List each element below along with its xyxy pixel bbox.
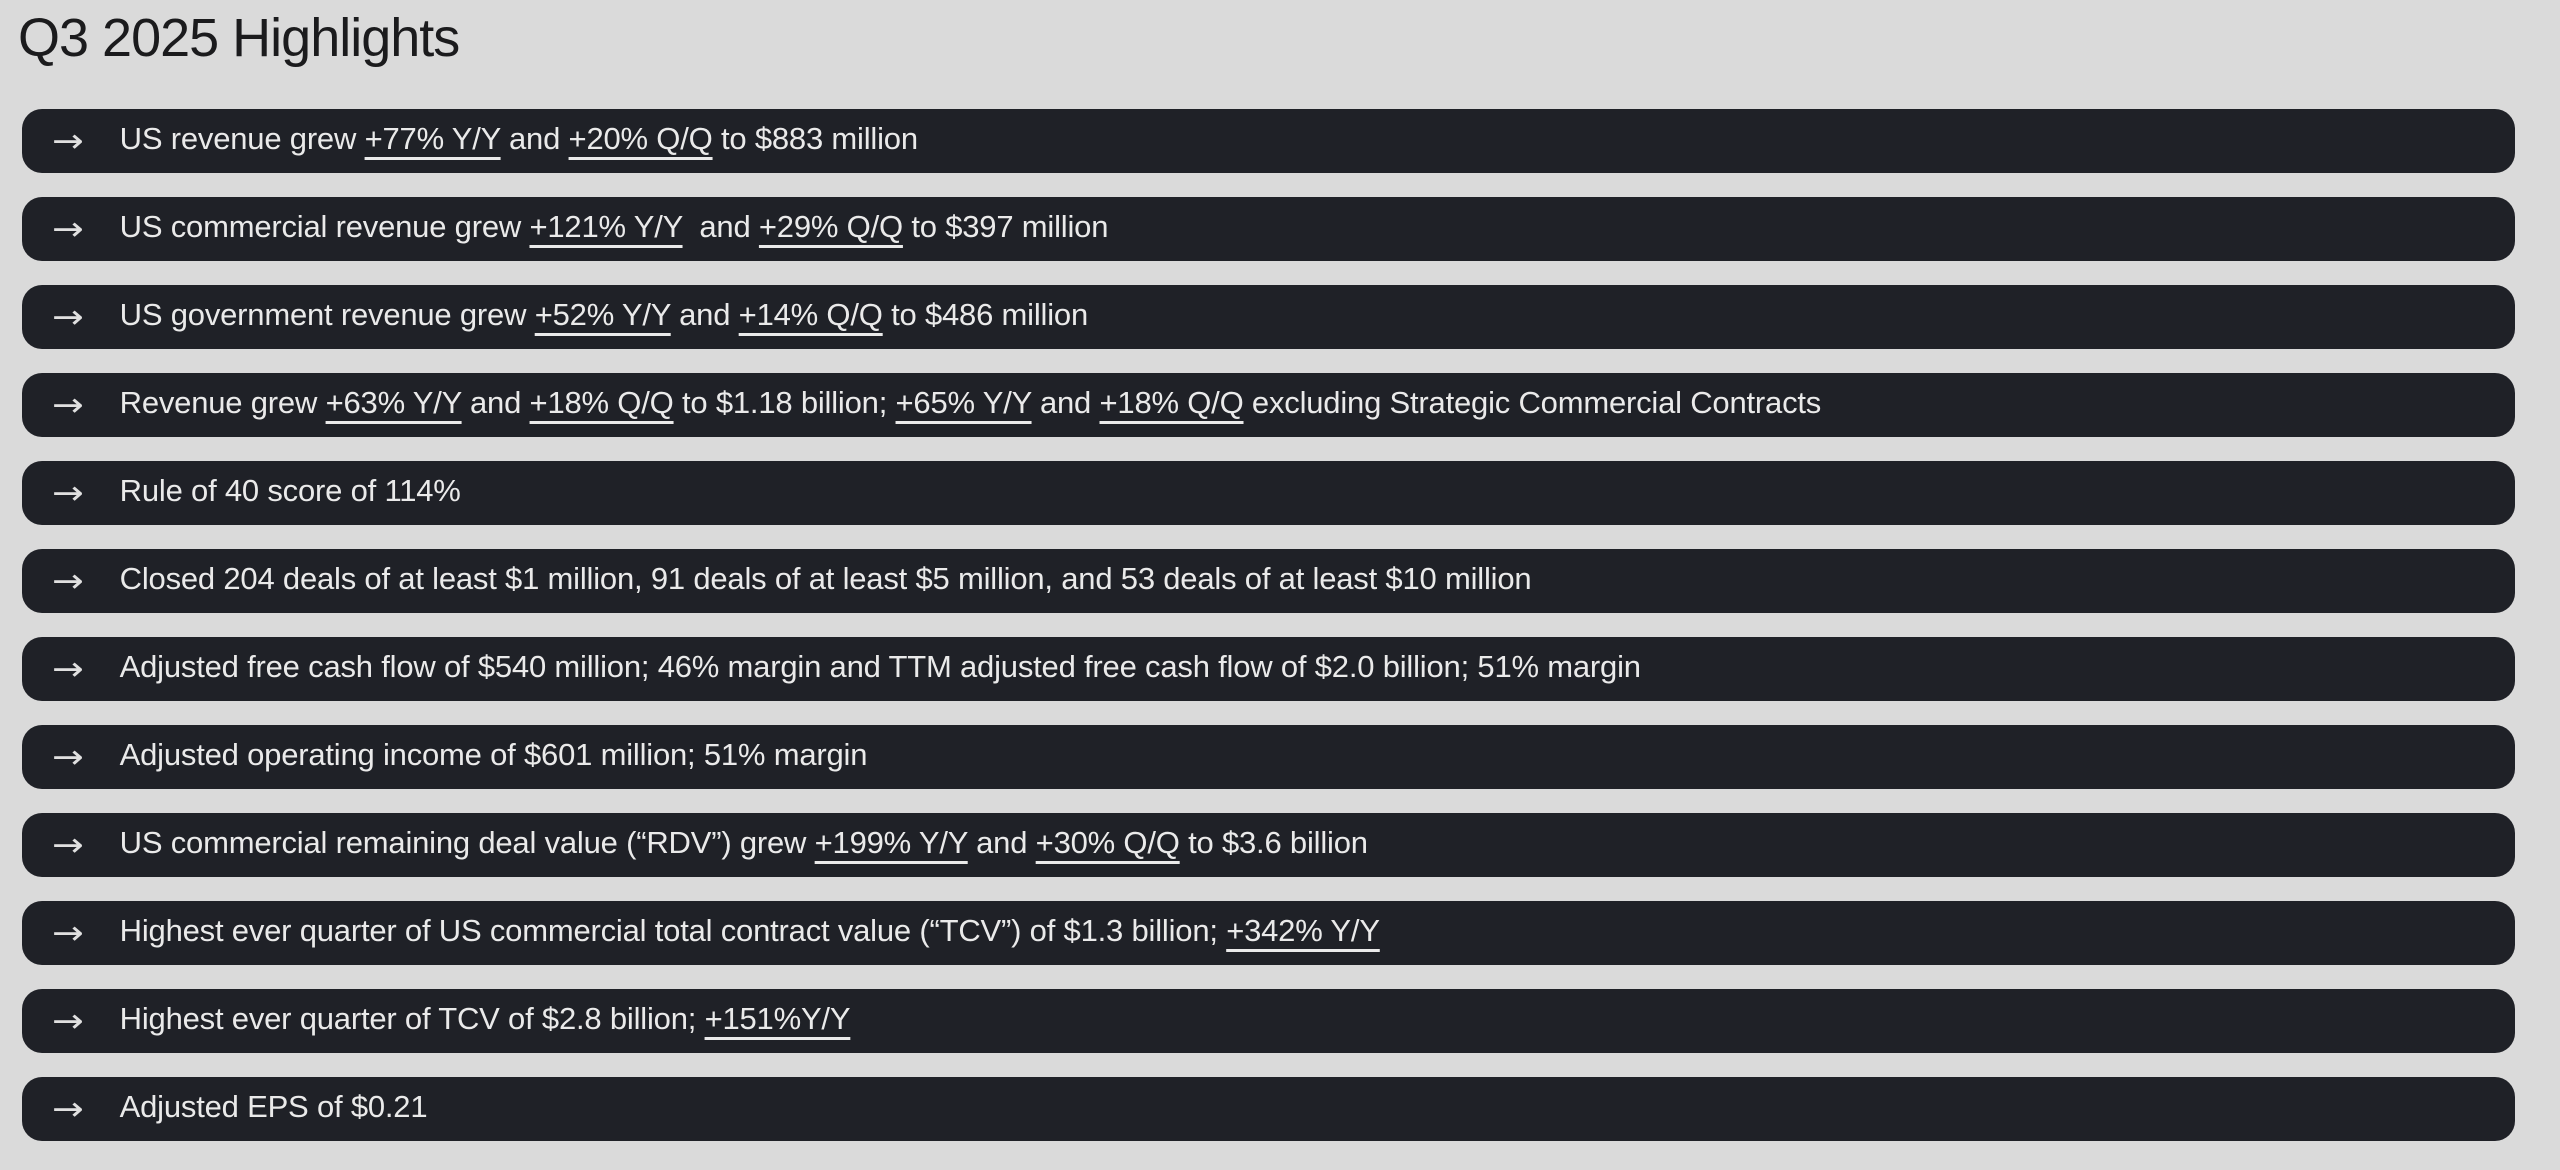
text-segment: Closed 204 deals of at least $1 million,…: [119, 561, 1532, 597]
arrow-right-icon: →: [52, 913, 84, 953]
highlight-text: Closed 204 deals of at least $1 million,…: [120, 563, 1532, 598]
metric-underlined: +199% Y/Y: [814, 825, 968, 861]
arrow-right-icon: →: [52, 385, 84, 425]
highlight-item: → US government revenue grew +52% Y/Y and…: [22, 284, 2515, 349]
text-segment: and: [967, 825, 1036, 861]
arrow-right-icon: →: [52, 121, 84, 161]
text-segment: US revenue grew: [119, 121, 365, 157]
highlight-item: → US commercial remaining deal value (“RD…: [22, 812, 2515, 877]
arrow-right-icon: →: [52, 825, 84, 865]
metric-underlined: +18% Q/Q: [529, 385, 674, 421]
text-segment: excluding Strategic Commercial Contracts: [1243, 385, 1822, 421]
highlight-item: → US commercial revenue grew +121% Y/Y an…: [22, 196, 2515, 261]
text-segment: to $397 million: [902, 209, 1109, 245]
page-title: Q3 2025 Highlights: [18, 8, 460, 68]
metric-underlined: +14% Q/Q: [738, 297, 883, 333]
metric-underlined: +52% Y/Y: [534, 297, 671, 333]
metric-underlined: +29% Q/Q: [758, 209, 903, 245]
metric-underlined: +18% Q/Q: [1099, 385, 1244, 421]
text-segment: to $486 million: [882, 297, 1088, 333]
highlight-item: → Highest ever quarter of US commercial t…: [22, 900, 2515, 965]
text-segment: Revenue grew: [119, 385, 326, 421]
highlight-text: US commercial revenue grew +121% Y/Y and…: [120, 211, 1109, 246]
metric-underlined: +65% Y/Y: [895, 385, 1032, 421]
metric-underlined: +20% Q/Q: [568, 121, 713, 157]
highlight-item: → Adjusted free cash flow of $540 million…: [22, 636, 2515, 701]
text-segment: and: [461, 385, 530, 421]
highlight-text: Highest ever quarter of US commercial to…: [120, 915, 1380, 950]
text-segment: Highest ever quarter of US commercial to…: [119, 913, 1227, 949]
highlight-text: US revenue grew +77% Y/Y and +20% Q/Q to…: [120, 123, 918, 158]
text-segment: Rule of 40 score of 114%: [119, 473, 461, 509]
highlight-item: → Adjusted operating income of $601 milli…: [22, 724, 2515, 789]
metric-underlined: +121% Y/Y: [529, 209, 683, 245]
arrow-right-icon: →: [52, 473, 84, 513]
metric-underlined: +63% Y/Y: [325, 385, 462, 421]
arrow-right-icon: →: [52, 649, 84, 689]
highlights-list: → US revenue grew +77% Y/Y and +20% Q/Q t…: [0, 108, 2560, 1141]
metric-underlined: +77% Y/Y: [364, 121, 501, 157]
highlight-text: Highest ever quarter of TCV of $2.8 bill…: [120, 1003, 851, 1038]
text-segment: and: [500, 121, 569, 157]
metric-underlined: +342% Y/Y: [1226, 913, 1380, 949]
arrow-right-icon: →: [52, 297, 84, 337]
highlight-item: → Revenue grew +63% Y/Y and +18% Q/Q to $…: [22, 372, 2515, 437]
text-segment: US commercial revenue grew: [119, 209, 530, 245]
text-segment: Adjusted operating income of $601 millio…: [119, 737, 868, 773]
text-segment: and: [682, 209, 759, 245]
text-segment: and: [1031, 385, 1100, 421]
highlight-item: → Adjusted EPS of $0.21: [22, 1076, 2515, 1141]
metric-underlined: +151%Y/Y: [704, 1001, 851, 1037]
highlight-text: Rule of 40 score of 114%: [120, 475, 461, 510]
arrow-right-icon: →: [52, 1089, 84, 1129]
highlight-text: US commercial remaining deal value (“RDV…: [120, 827, 1368, 862]
text-segment: US commercial remaining deal value (“RDV…: [119, 825, 815, 861]
text-segment: Highest ever quarter of TCV of $2.8 bill…: [119, 1001, 705, 1037]
highlight-text: Revenue grew +63% Y/Y and +18% Q/Q to $1…: [119, 385, 1822, 422]
text-segment: to $3.6 billion: [1179, 825, 1368, 861]
highlight-text: Adjusted EPS of $0.21: [120, 1091, 428, 1126]
highlight-item: → Rule of 40 score of 114%: [22, 460, 2515, 525]
arrow-right-icon: →: [52, 1001, 84, 1041]
arrow-right-icon: →: [52, 209, 84, 249]
highlight-text: Adjusted free cash flow of $540 million;…: [120, 651, 1641, 686]
text-segment: US government revenue grew: [119, 297, 535, 333]
highlight-text: US government revenue grew +52% Y/Y and …: [119, 297, 1089, 334]
text-segment: to $1.18 billion;: [673, 385, 896, 421]
text-segment: to $883 million: [712, 121, 918, 157]
highlight-item: → Closed 204 deals of at least $1 million…: [22, 548, 2515, 613]
metric-underlined: +30% Q/Q: [1035, 825, 1180, 861]
arrow-right-icon: →: [52, 561, 84, 601]
arrow-right-icon: →: [52, 737, 84, 777]
text-segment: Adjusted EPS of $0.21: [119, 1089, 428, 1125]
text-segment: Adjusted free cash flow of $540 million;…: [119, 649, 1641, 685]
highlight-text: Adjusted operating income of $601 millio…: [120, 739, 868, 774]
highlight-item: → Highest ever quarter of TCV of $2.8 bil…: [22, 988, 2515, 1053]
highlight-item: → US revenue grew +77% Y/Y and +20% Q/Q t…: [22, 108, 2515, 173]
text-segment: and: [670, 297, 739, 333]
